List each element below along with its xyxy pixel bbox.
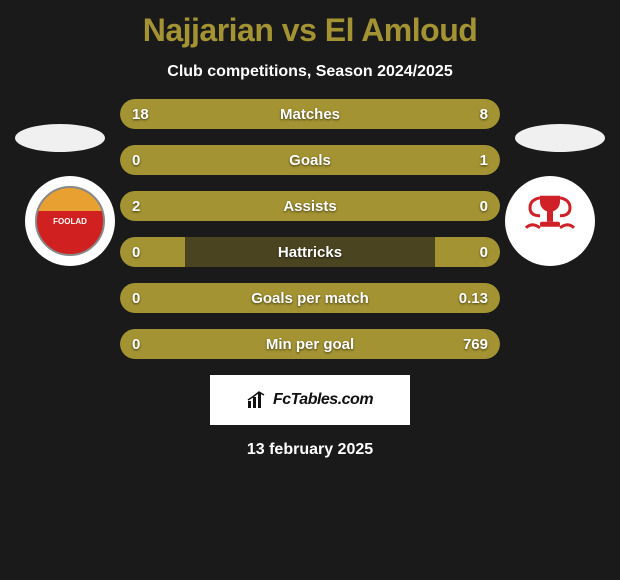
stat-label: Goals per match [120, 283, 500, 313]
subtitle: Club competitions, Season 2024/2025 [0, 63, 620, 81]
stat-row: 00.13Goals per match [120, 283, 500, 313]
stat-row: 188Matches [120, 99, 500, 129]
chart-icon [247, 391, 267, 409]
stat-label: Min per goal [120, 329, 500, 359]
stat-row: 00Hattricks [120, 237, 500, 267]
page-title: Najjarian vs El Amloud [0, 0, 620, 49]
stat-label: Goals [120, 145, 500, 175]
stat-label: Hattricks [120, 237, 500, 267]
stats-container: 188Matches 01Goals 20Assists 00Hattricks 00.… [120, 99, 500, 359]
stat-row: 20Assists [120, 191, 500, 221]
stat-row: 01Goals [120, 145, 500, 175]
footer-brand-box: FcTables.com [210, 375, 410, 425]
footer-brand-text: FcTables.com [273, 391, 373, 409]
stat-label: Assists [120, 191, 500, 221]
stat-label: Matches [120, 99, 500, 129]
stat-row: 0769Min per goal [120, 329, 500, 359]
footer-date: 13 february 2025 [0, 441, 620, 459]
